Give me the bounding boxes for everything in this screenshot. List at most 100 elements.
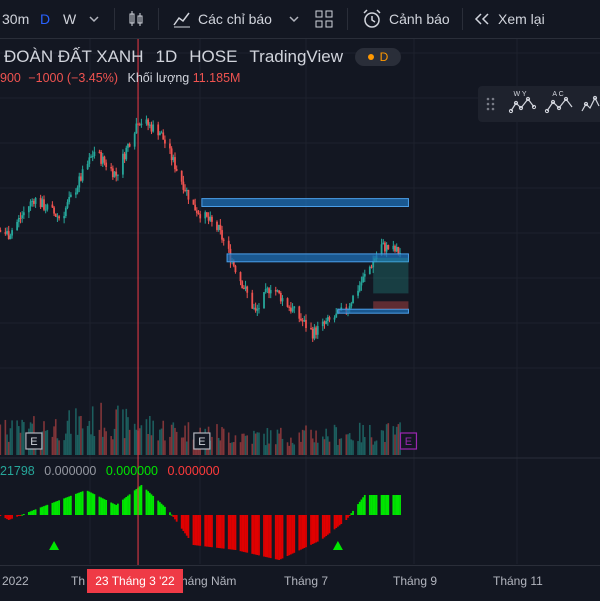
candle	[148, 124, 151, 126]
oscillator-bar	[337, 515, 339, 527]
oscillator-bar	[150, 494, 153, 515]
volume-bar	[105, 431, 107, 455]
volume-bar	[395, 426, 398, 455]
oscillator-bar	[281, 515, 284, 559]
earnings-marker	[399, 432, 418, 450]
oscillator-bar	[184, 515, 186, 534]
oscillator-bar	[192, 515, 195, 545]
oscillator-bar	[172, 515, 175, 517]
volume-bar	[135, 429, 138, 455]
oscillator-bar	[174, 515, 176, 520]
oscillator-bar	[33, 510, 35, 515]
candle-style-icon[interactable]	[126, 0, 146, 38]
oscillator-bar	[127, 495, 129, 515]
oscillator-bar	[160, 503, 163, 515]
volume-bar	[394, 434, 396, 455]
interval-week[interactable]: W	[63, 11, 77, 27]
candle	[241, 281, 244, 289]
candle	[127, 143, 129, 148]
oscillator-bar	[206, 515, 208, 547]
alerts-button[interactable]: Cảnh báo	[361, 0, 450, 38]
candle	[256, 309, 259, 311]
candle	[301, 320, 304, 322]
candle	[372, 260, 375, 268]
candle	[41, 199, 44, 208]
candle	[125, 147, 128, 160]
candle	[370, 266, 373, 268]
candle	[11, 230, 13, 236]
volume-bar	[140, 425, 143, 455]
volume-bar	[152, 420, 154, 455]
oscillator-bar	[175, 515, 178, 522]
candle	[17, 218, 20, 222]
volume-bar	[268, 443, 270, 455]
date-axis: 2022 Th háng Năm Tháng 7 Tháng 9 Tháng 1…	[0, 565, 600, 601]
layout-grid-icon[interactable]	[314, 0, 334, 38]
candle	[78, 176, 81, 188]
oscillator-bar	[58, 500, 61, 515]
oscillator-bar	[43, 506, 45, 515]
wave-pattern-icon[interactable]	[508, 96, 537, 114]
interval-day[interactable]: D	[40, 11, 51, 27]
volume-bar	[66, 420, 69, 455]
symbol-title[interactable]: ĐOÀN ĐẤT XANH	[4, 47, 144, 66]
candle	[16, 221, 19, 231]
oscillator-bar	[39, 507, 42, 515]
oscillator-bar	[350, 513, 353, 515]
candle	[158, 132, 161, 136]
volume-bar	[352, 440, 354, 455]
oscillator-bar	[152, 495, 155, 515]
volume-bar	[333, 424, 336, 455]
candle	[276, 290, 279, 292]
indicators-button[interactable]: Các chỉ báo	[172, 0, 272, 38]
volume-bar	[241, 433, 243, 455]
oscillator-bar	[147, 491, 150, 515]
oscillator-bar	[264, 515, 267, 557]
candle	[128, 143, 131, 147]
oscillator-bar	[53, 502, 55, 515]
candle	[51, 204, 54, 208]
market-status-badge[interactable]: D	[354, 48, 401, 66]
oscillator-bar	[75, 493, 77, 515]
candle	[397, 246, 400, 254]
volume-bar	[164, 440, 166, 455]
candle	[289, 307, 292, 312]
volume-bar	[286, 442, 289, 455]
volume-bar	[160, 428, 163, 455]
candle	[27, 206, 30, 213]
candle	[253, 307, 255, 309]
candle	[93, 151, 96, 157]
interval-chevron-down-icon[interactable]	[88, 0, 100, 38]
candle	[239, 272, 242, 282]
candle	[263, 292, 265, 309]
oscillator-bar	[325, 515, 328, 536]
candle	[4, 232, 7, 234]
replay-button[interactable]: Xem lại	[472, 0, 545, 38]
oscillator-bar	[4, 515, 7, 519]
tool2-label: A C	[552, 91, 563, 98]
candle	[266, 288, 269, 290]
status-dot-icon	[367, 54, 374, 60]
zone-rectangle	[226, 253, 409, 263]
oscillator-bar	[86, 490, 89, 515]
oscillator-bar	[360, 499, 363, 515]
volume-bar	[385, 424, 388, 455]
abcd-pattern-icon[interactable]	[544, 96, 573, 114]
candle	[315, 327, 317, 335]
interval-30m[interactable]: 30m	[2, 11, 30, 27]
volume-bar	[254, 433, 257, 455]
oscillator-bar	[180, 515, 183, 529]
volume-bar	[133, 423, 136, 455]
volume-bar	[348, 433, 351, 455]
head-shoulders-icon[interactable]	[581, 95, 600, 112]
candle	[9, 235, 12, 240]
toolbar-divider	[462, 8, 463, 30]
candle	[68, 196, 71, 203]
candle	[90, 156, 92, 158]
oscillator-bar	[362, 497, 365, 515]
oscillator-bar	[68, 496, 71, 515]
drag-handle-icon[interactable]	[486, 97, 495, 111]
indicators-chevron-down-icon[interactable]	[288, 0, 300, 38]
candle	[116, 174, 119, 176]
